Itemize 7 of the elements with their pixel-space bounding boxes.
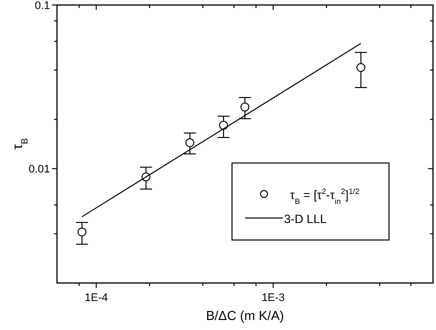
y-tick-label: 0.01 <box>28 164 50 176</box>
legend-label: 3-D LLL <box>284 212 328 226</box>
x-tick-label: 1E-3 <box>262 292 285 304</box>
legend: τ$_{B}$ = [τ$^{2}$-τ$_{in}$$^{2}$]$^{1/2}$ 3-D LLL <box>232 162 390 240</box>
y-tick-label: 0.1 <box>34 0 50 12</box>
x-tick-label: 1E-4 <box>84 292 108 304</box>
x-axis-title: B/ΔC (m K/A) <box>206 308 284 323</box>
